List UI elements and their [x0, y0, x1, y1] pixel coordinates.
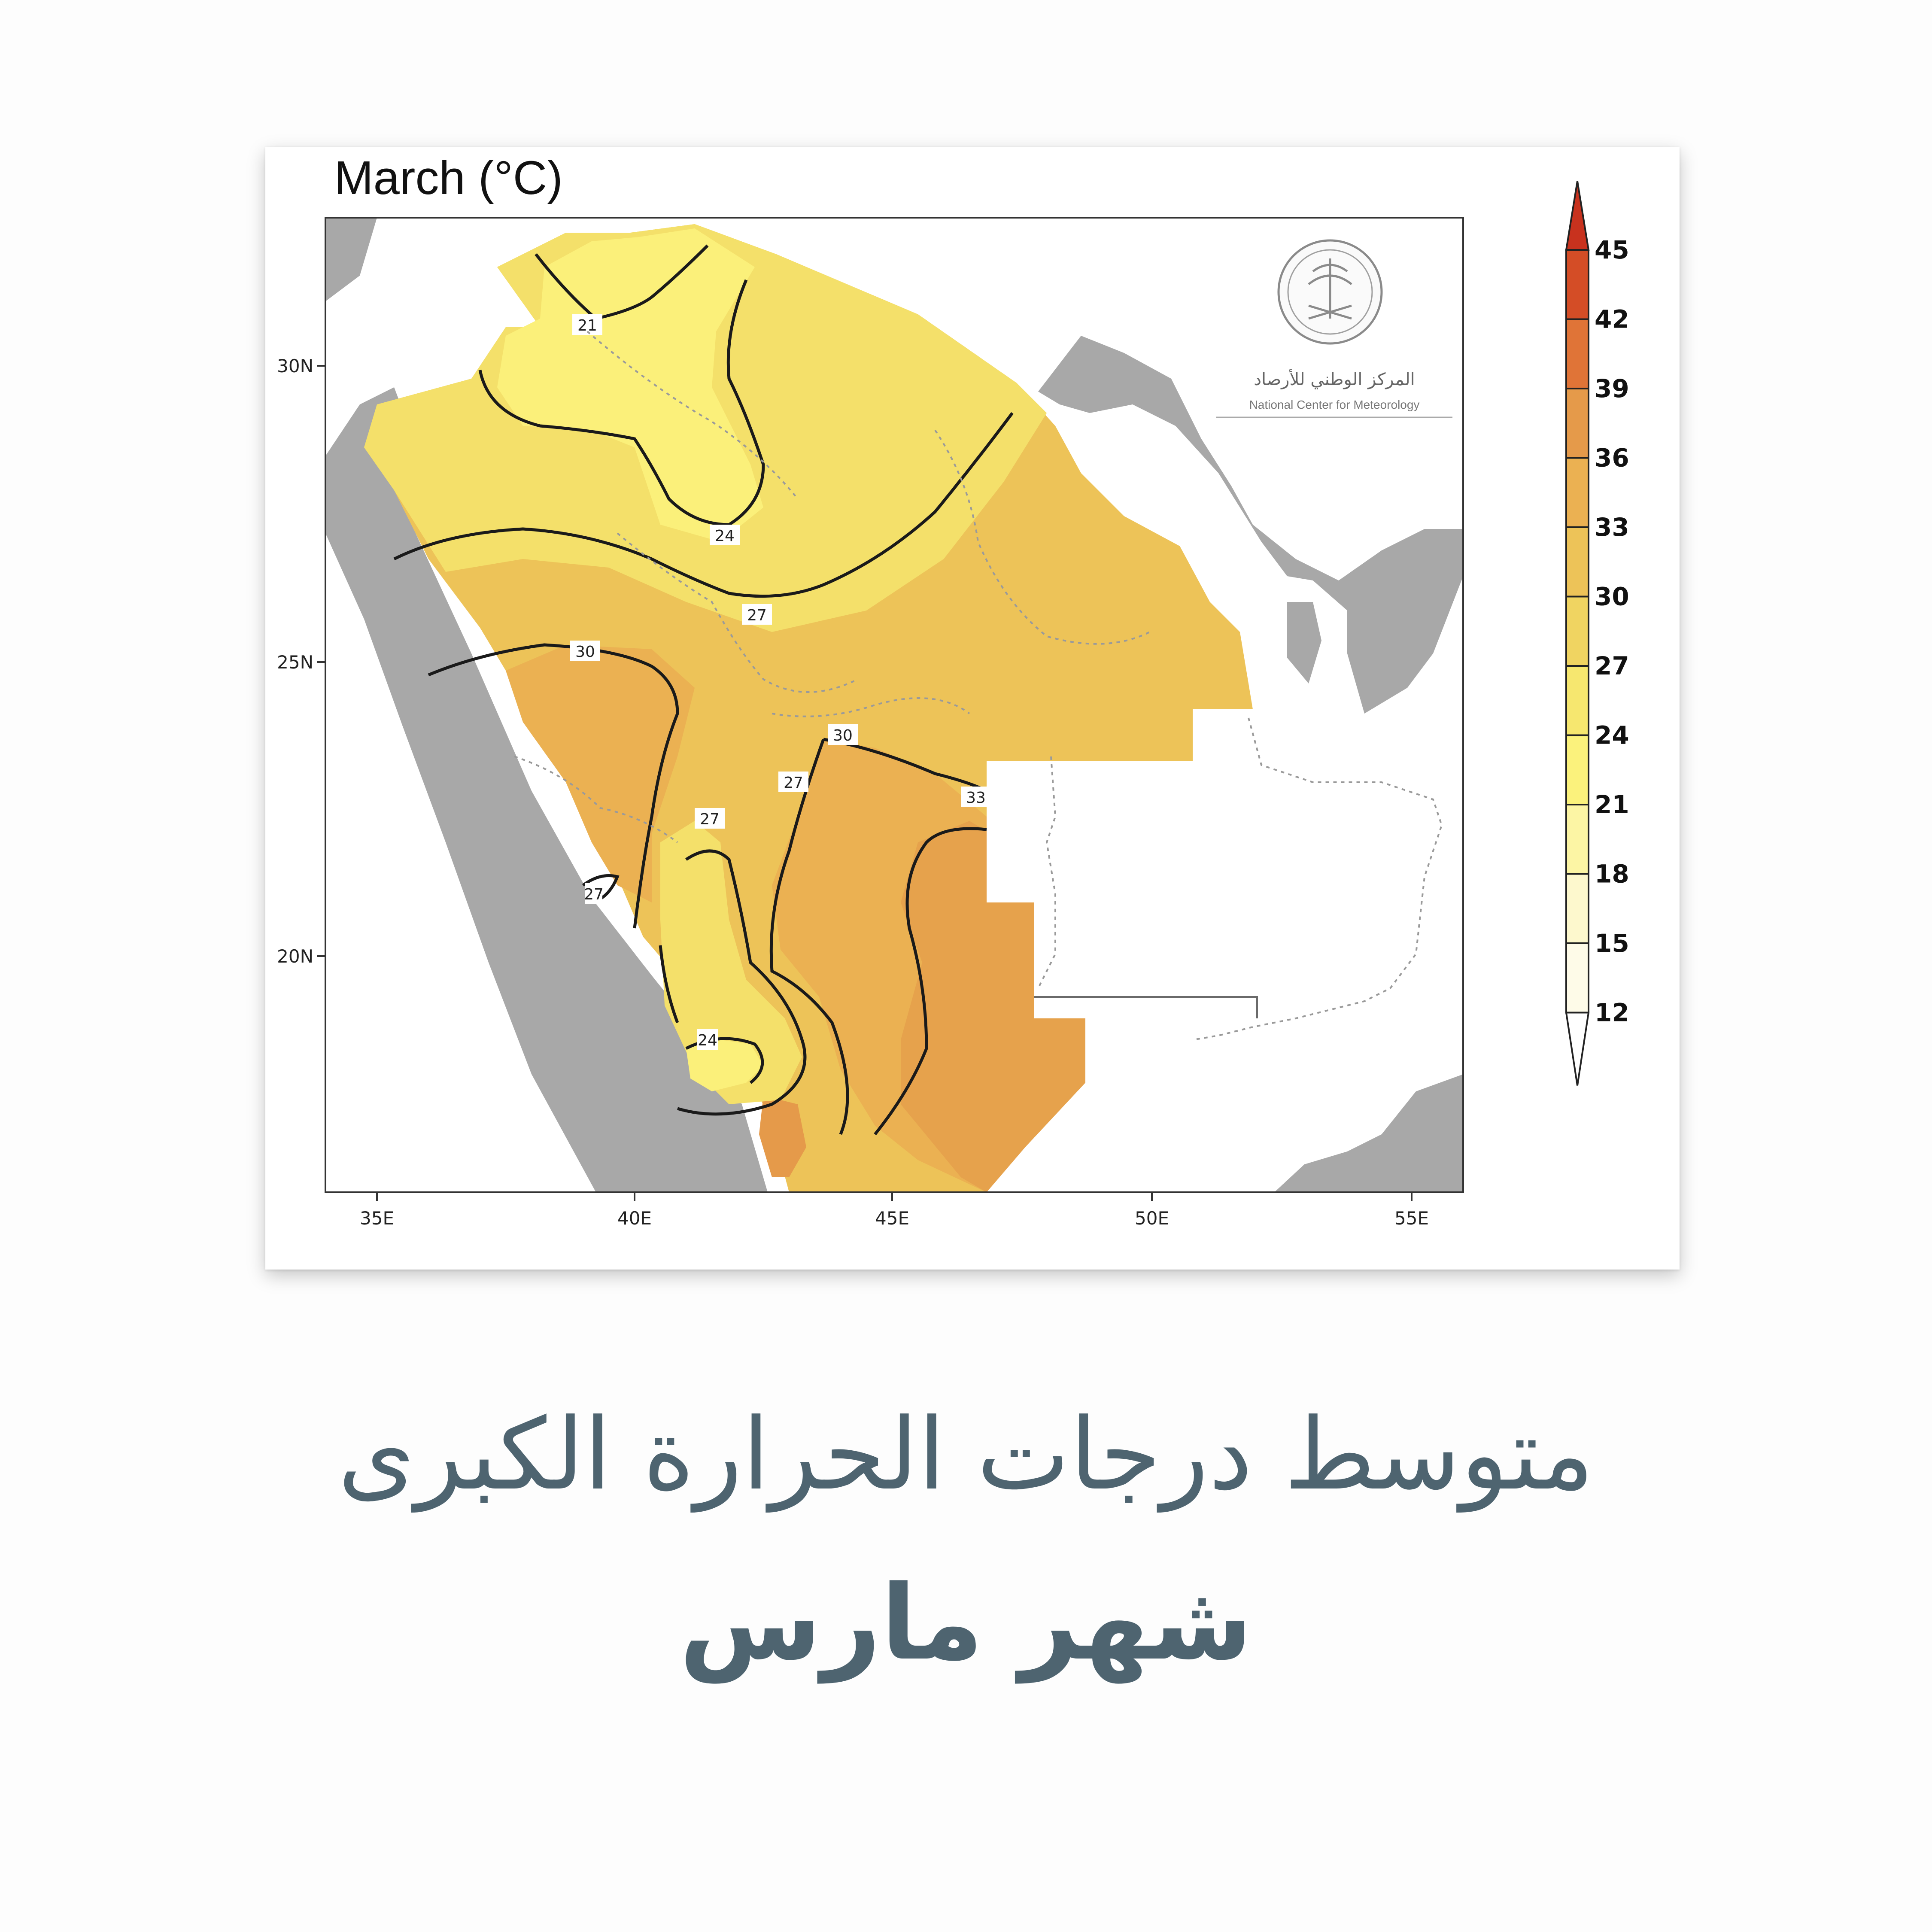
region-no-data: [987, 709, 1463, 1192]
contour-label-30-east: 30: [833, 727, 853, 744]
contour-24-highland-outer: [677, 849, 807, 1116]
colorbar-label: 36: [1595, 444, 1629, 473]
colorbar-segment: [1565, 595, 1589, 667]
map-title: March (°C): [334, 152, 563, 204]
colorbar-segment: [1565, 388, 1589, 459]
colorbar-bottom-triangle: [1565, 1012, 1590, 1086]
colorbar-segment: [1565, 665, 1589, 736]
contour-label-33: 33: [966, 789, 986, 807]
colorbar-segment: [1565, 942, 1589, 1014]
lat-tick-25n: 25N: [277, 652, 313, 673]
lon-tick-40e: 40E: [617, 1208, 652, 1229]
colorbar-label: 21: [1595, 790, 1629, 819]
map-frame: [325, 217, 1464, 1193]
colorbar-label: 30: [1595, 582, 1629, 611]
map-card: March (°C): [265, 147, 1680, 1270]
colorbar-label: 39: [1595, 374, 1629, 403]
colorbar-segment: [1565, 457, 1589, 528]
map-content: 21 24 27 30 27 30 27 27 33 24: [325, 218, 1463, 1192]
contour-label-group: 21 24 27 30 27 30 27 27 33 24: [570, 314, 991, 1050]
colorbar-label: 15: [1595, 929, 1629, 958]
land-africa-sinai: [325, 387, 768, 1192]
land-northwest: [325, 218, 377, 301]
temperature-map: March (°C): [277, 152, 1629, 1229]
contour-27-north: [393, 412, 1014, 598]
colorbar-segment: [1565, 526, 1589, 598]
contour-33: [874, 827, 987, 1136]
colorbar-label: 12: [1595, 998, 1629, 1027]
dotted-boundaries: [514, 331, 1443, 1041]
contour-label-30-west: 30: [575, 643, 595, 661]
region-southwest-hot: [759, 1096, 806, 1177]
colorbar-label: 42: [1595, 305, 1629, 334]
contour-30-west: [428, 643, 679, 929]
contour-label-coastal: 27: [584, 886, 604, 903]
region-33-36: [901, 821, 1085, 1192]
colorbar-segment: [1565, 804, 1589, 875]
colorbar-label: 24: [1595, 721, 1629, 750]
logo-english-name: National Center for Meteorology: [1249, 398, 1420, 411]
region-highland-21-24: [686, 1040, 763, 1091]
palm-swords-icon: [1308, 258, 1352, 320]
colorbar: 45 42 39 36 33 30 27 24 21 18 15 12: [1565, 181, 1629, 1086]
lon-tick-55e: 55E: [1394, 1208, 1429, 1229]
colorbar-top-triangle: [1565, 181, 1590, 251]
lon-tick-45e: 45E: [875, 1208, 909, 1229]
lon-tick-35e: 35E: [360, 1208, 394, 1229]
region-highland-24-27: [660, 821, 802, 1104]
ncm-logo: المركز الوطني للأرصاد National Center fo…: [1216, 239, 1452, 418]
contour-label-27-central: 27: [784, 774, 803, 792]
region-21-24: [497, 228, 763, 542]
axis-ticks: 35E 40E 45E 50E 55E 30N 25N 20N: [277, 355, 1429, 1229]
logo-arabic-name: المركز الوطني للأرصاد: [1254, 368, 1415, 389]
contour-24-north: [478, 279, 765, 526]
caption-title: متوسط درجات الحرارة الكبرى: [337, 1397, 1595, 1512]
colorbar-segment: [1565, 249, 1589, 320]
contour-label-24-highland: 24: [698, 1032, 717, 1049]
colorbar-label: 27: [1595, 651, 1629, 680]
colorbar-segment: [1565, 873, 1589, 944]
land-oman-coast: [1274, 1074, 1463, 1192]
colorbar-label: 33: [1595, 513, 1629, 542]
land-qatar-peninsula: [1287, 602, 1321, 683]
lat-tick-30n: 30N: [277, 355, 313, 377]
contour-label-27-west: 27: [700, 811, 720, 828]
contour-label-27-north: 27: [747, 607, 767, 624]
caption-month: شهر مارس: [679, 1563, 1253, 1683]
colorbar-label: 45: [1595, 235, 1629, 264]
lon-tick-50e: 50E: [1135, 1208, 1169, 1229]
lat-tick-20n: 20N: [277, 946, 313, 967]
colorbar-label: 18: [1595, 860, 1629, 889]
colorbar-segment: [1565, 734, 1589, 805]
colorbar-segment: [1565, 318, 1589, 389]
contour-21: [535, 244, 709, 320]
contour-30-east: [823, 738, 987, 793]
land-iran: [1038, 336, 1463, 714]
contour-30-south: [769, 738, 849, 1135]
contour-label-24: 24: [715, 527, 735, 545]
contour-lines: [393, 244, 1014, 1136]
contour-24-highland-west: [659, 945, 679, 1024]
border-yemen-north: [1034, 996, 1258, 1018]
